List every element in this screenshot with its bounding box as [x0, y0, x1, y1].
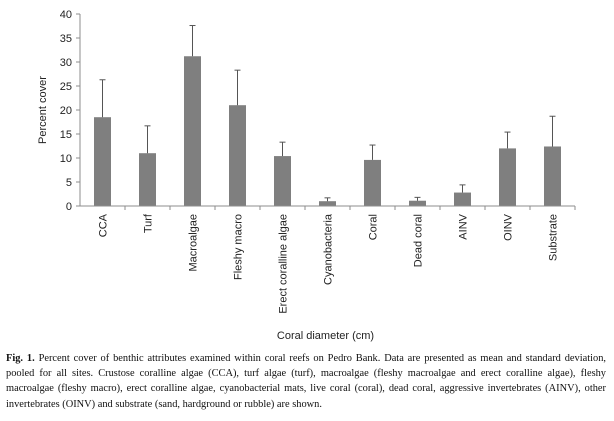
- y-tick-label: 40: [60, 9, 72, 21]
- x-tick-label: Fleshy macro: [233, 214, 245, 280]
- x-tick-label: OINV: [503, 213, 515, 241]
- bar: [409, 200, 426, 206]
- bar-chart: 0 5 10 15 20 25 30 35 40 CCA Turf Macroalgae Fleshy…: [37, 9, 576, 342]
- x-tick-label: Erect coralline algae: [278, 214, 290, 314]
- x-tick-label: Macroalgae: [188, 214, 200, 271]
- y-tick-label: 30: [60, 57, 72, 69]
- y-tick-label: 20: [60, 105, 72, 117]
- bar: [499, 148, 516, 206]
- bar: [94, 117, 111, 206]
- x-tick-label: CCA: [98, 213, 110, 237]
- x-tick-label: Turf: [143, 213, 155, 233]
- bar: [229, 105, 246, 206]
- y-tick-label: 15: [60, 129, 72, 141]
- y-axis-label: Percent cover: [37, 76, 49, 144]
- figure-label: Fig. 1.: [6, 353, 35, 364]
- x-tick-label: Substrate: [548, 214, 560, 261]
- bar: [274, 156, 291, 206]
- x-axis-ticks: CCA Turf Macroalgae Fleshy macro Erect coral…: [98, 206, 576, 314]
- x-tick-label: AINV: [458, 213, 470, 239]
- bar: [364, 159, 381, 206]
- bar: [544, 146, 561, 206]
- bars: [94, 25, 561, 206]
- y-tick-label: 10: [60, 153, 72, 165]
- y-tick-label: 5: [66, 177, 72, 189]
- y-axis-ticks: 0 5 10 15 20 25 30 35 40: [60, 9, 80, 213]
- bar: [319, 201, 336, 206]
- bar: [454, 192, 471, 206]
- figure-caption-text: Percent cover of benthic attributes exam…: [6, 353, 606, 410]
- y-tick-label: 25: [60, 81, 72, 93]
- figure-caption: Fig. 1. Percent cover of benthic attribu…: [6, 351, 606, 412]
- bar: [184, 56, 201, 206]
- x-tick-label: Coral: [368, 214, 380, 240]
- bar: [139, 153, 156, 206]
- y-tick-label: 0: [66, 201, 72, 213]
- x-tick-label: Cyanobacteria: [323, 213, 335, 285]
- x-axis-label: Coral diameter (cm): [277, 330, 374, 342]
- y-tick-label: 35: [60, 33, 72, 45]
- x-tick-label: Dead coral: [413, 214, 425, 267]
